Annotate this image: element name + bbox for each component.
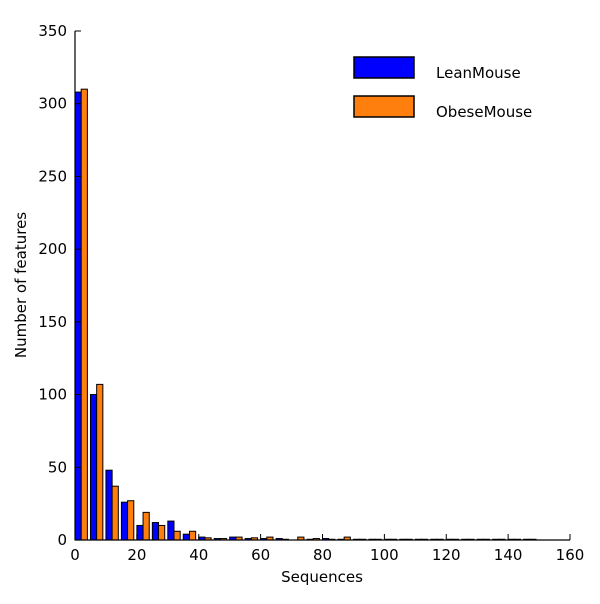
y-tick-label-150: 150 bbox=[38, 313, 67, 331]
bar-leanmouse-5 bbox=[89, 394, 98, 541]
ticks-layer: 0 20 40 60 80 100 120 140 160 0 50 100 150 200 250 300 3… bbox=[38, 22, 584, 564]
legend-label-obesemouse: ObeseMouse bbox=[436, 103, 532, 121]
x-axis-label: Sequences bbox=[281, 568, 363, 586]
legend-swatch-obesemouse bbox=[353, 95, 415, 118]
x-tick-label-160: 160 bbox=[556, 546, 585, 564]
y-tick-label-200: 200 bbox=[38, 240, 67, 258]
bar-leanmouse-30 bbox=[167, 520, 175, 541]
bar-obesemouse-10 bbox=[111, 485, 119, 541]
x-tick-label-140: 140 bbox=[494, 546, 523, 564]
bar-leanmouse-25 bbox=[151, 522, 160, 541]
legend-swatch-leanmouse bbox=[353, 56, 415, 79]
bars-layer bbox=[74, 88, 537, 541]
bar-obesemouse-5 bbox=[96, 383, 104, 541]
legend-label-leanmouse: LeanMouse bbox=[436, 64, 521, 82]
y-axis-label: Number of features bbox=[12, 212, 30, 358]
bar-obesemouse-25 bbox=[158, 524, 166, 541]
bar-obesemouse-30 bbox=[173, 530, 181, 541]
x-tick-label-20: 20 bbox=[127, 546, 146, 564]
y-tick-label-300: 300 bbox=[38, 95, 67, 113]
bar-leanmouse-0 bbox=[74, 91, 82, 541]
x-tick-label-0: 0 bbox=[70, 546, 80, 564]
bar-obesemouse-35 bbox=[188, 530, 197, 541]
bar-leanmouse-20 bbox=[136, 524, 144, 541]
y-tick-label-250: 250 bbox=[38, 167, 67, 185]
y-tick-label-350: 350 bbox=[38, 22, 67, 40]
y-tick-label-100: 100 bbox=[38, 386, 67, 404]
x-tick-label-100: 100 bbox=[370, 546, 399, 564]
bar-obesemouse-20 bbox=[142, 511, 150, 541]
bar-leanmouse-15 bbox=[120, 501, 129, 541]
y-tick-label-0: 0 bbox=[57, 531, 67, 549]
bar-leanmouse-35 bbox=[182, 533, 190, 541]
bar-leanmouse-10 bbox=[105, 469, 113, 541]
x-tick-label-60: 60 bbox=[251, 546, 270, 564]
x-tick-label-80: 80 bbox=[313, 546, 332, 564]
legend: LeanMouse ObeseMouse bbox=[353, 56, 532, 121]
bar-obesemouse-0 bbox=[80, 88, 88, 541]
bar-obesemouse-15 bbox=[127, 500, 135, 541]
x-tick-label-40: 40 bbox=[189, 546, 208, 564]
x-tick-label-120: 120 bbox=[432, 546, 461, 564]
y-tick-label-50: 50 bbox=[48, 458, 67, 476]
